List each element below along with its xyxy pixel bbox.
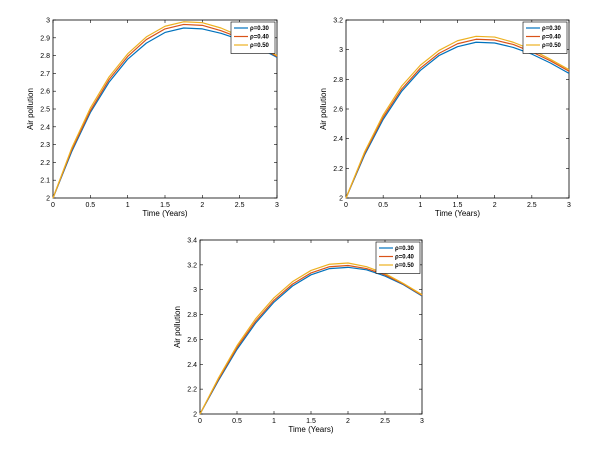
x-tick-label: 2 xyxy=(346,418,350,425)
x-tick-label: 0.5 xyxy=(232,418,242,425)
y-tick-label: 3.2 xyxy=(333,18,343,25)
x-tick-label: 2 xyxy=(200,202,204,209)
x-tick-label: 0 xyxy=(198,418,202,425)
legend-label-3: ρ=0.50 xyxy=(542,43,562,49)
x-tick-label: 2.5 xyxy=(527,202,537,209)
chart-panel-3: 0 0.5 1 1.5 2 2.5 3 2 2.2 2.4 2.6 2.8 3 3.2 3.4 Time (Y… xyxy=(173,238,424,435)
y-tick-label: 2.6 xyxy=(187,337,197,344)
y-tick-label: 3.2 xyxy=(187,262,197,269)
y-axis-label: Air pollution xyxy=(173,306,182,348)
series-line-2 xyxy=(199,264,423,415)
y-tick-label: 2.2 xyxy=(40,160,50,167)
chart-panel-1: 0 0.5 1 1.5 2 2.5 3 2 2.1 2.2 2.3 2.4 2.5 2.6 2.7 2.8 2.… xyxy=(26,18,279,219)
legend-label-3: ρ=0.50 xyxy=(395,263,415,269)
legend-label-3: ρ=0.50 xyxy=(250,43,270,49)
chart-panel-2: 0 0.5 1 1.5 2 2.5 3 2 2.2 2.4 2.6 2.8 3 3.2 Time (Year… xyxy=(319,18,571,219)
y-tick-label: 2.6 xyxy=(333,107,343,114)
y-tick-label: 2 xyxy=(46,196,50,203)
x-tick-label: 0.5 xyxy=(85,202,95,209)
y-tick-label: 2.8 xyxy=(333,77,343,84)
legend-label-2: ρ=0.40 xyxy=(395,255,415,261)
x-axis-label: Time (Years) xyxy=(435,209,481,218)
x-tick-label: 1.5 xyxy=(306,418,316,425)
legend-label-2: ρ=0.40 xyxy=(250,35,270,41)
y-tick-label: 3.4 xyxy=(187,238,197,245)
series-line-1 xyxy=(199,266,423,415)
y-tick-label: 2.1 xyxy=(40,178,50,185)
y-tick-label: 2.7 xyxy=(40,71,50,78)
legend-box xyxy=(522,21,568,54)
x-tick-label: 1 xyxy=(126,202,130,209)
y-tick-label: 2.4 xyxy=(333,136,343,143)
x-tick-label: 0 xyxy=(51,202,55,209)
legend-box xyxy=(230,21,276,54)
y-tick-label: 2 xyxy=(193,412,197,419)
y-tick-label: 2.4 xyxy=(40,124,50,131)
series-line-1 xyxy=(345,41,570,199)
x-tick-label: 1 xyxy=(272,418,276,425)
legend-label-1: ρ=0.30 xyxy=(250,26,270,32)
x-tick-label: 1 xyxy=(418,202,422,209)
x-tick-label: 0.5 xyxy=(378,202,388,209)
y-tick-label: 3 xyxy=(193,287,197,294)
y-axis-label: Air pollution xyxy=(26,88,35,130)
x-tick-label: 0 xyxy=(344,202,348,209)
x-tick-label: 2.5 xyxy=(235,202,245,209)
legend-label-1: ρ=0.30 xyxy=(542,26,562,32)
y-tick-label: 2.3 xyxy=(40,142,50,149)
x-axis-label: Time (Years) xyxy=(142,209,188,218)
y-tick-label: 2.8 xyxy=(187,312,197,319)
y-tick-label: 3 xyxy=(46,18,50,25)
y-tick-label: 2.4 xyxy=(187,362,197,369)
x-tick-label: 2.5 xyxy=(380,418,390,425)
legend-label-1: ρ=0.30 xyxy=(395,246,415,252)
x-tick-label: 3 xyxy=(420,418,424,425)
x-tick-label: 2 xyxy=(493,202,497,209)
legend-label-2: ρ=0.40 xyxy=(542,35,562,41)
y-tick-label: 2 xyxy=(339,196,343,203)
x-axis-label: Time (Years) xyxy=(288,425,334,434)
x-tick-label: 3 xyxy=(275,202,279,209)
y-tick-label: 2.2 xyxy=(187,387,197,394)
x-tick-label: 1.5 xyxy=(453,202,463,209)
y-tick-label: 2.6 xyxy=(40,89,50,96)
y-tick-label: 2.5 xyxy=(40,107,50,114)
y-tick-label: 2.2 xyxy=(333,166,343,173)
y-tick-label: 3 xyxy=(339,47,343,54)
x-tick-label: 1.5 xyxy=(160,202,170,209)
x-tick-label: 3 xyxy=(567,202,571,209)
legend-box xyxy=(375,241,421,274)
y-tick-label: 2.9 xyxy=(40,35,50,42)
y-axis-label: Air pollution xyxy=(319,88,328,130)
y-tick-label: 2.8 xyxy=(40,53,50,60)
